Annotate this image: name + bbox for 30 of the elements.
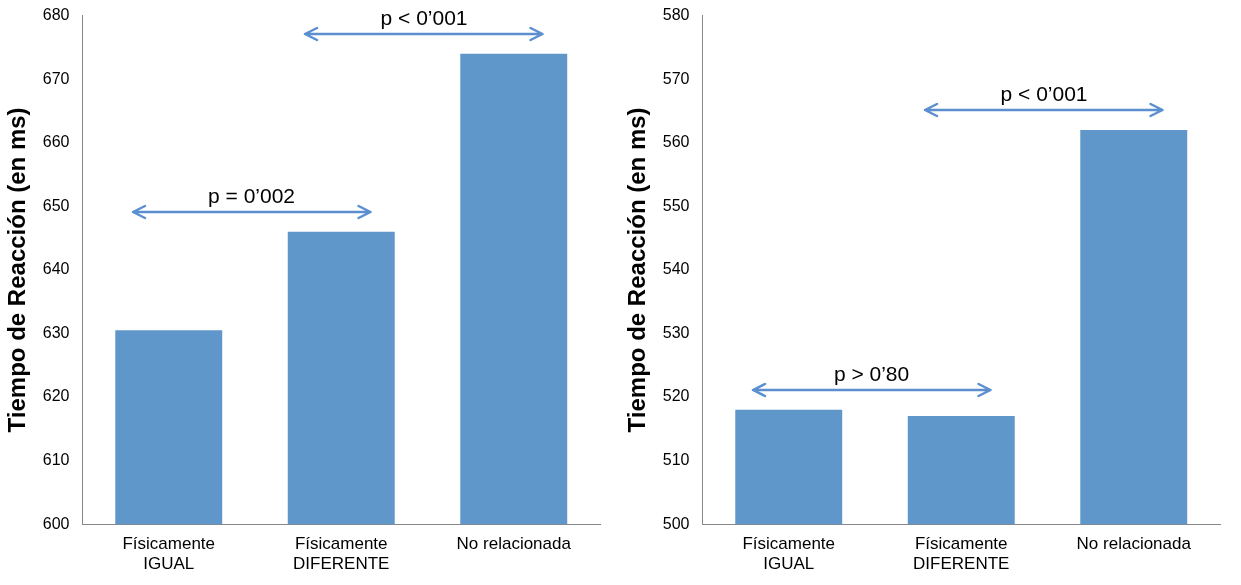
y-tick-label: 500: [662, 514, 690, 532]
y-tick-label: 530: [662, 323, 690, 341]
x-tick-label: Físicamente IGUAL: [742, 534, 836, 574]
annotation: p > 0’80: [833, 362, 910, 386]
annotation: p < 0’001: [1000, 82, 1088, 106]
y-tick-label: 550: [662, 196, 690, 214]
y-tick-label: 540: [662, 260, 690, 278]
y-tick-label: 660: [42, 133, 70, 151]
y-tick-label: 520: [662, 387, 690, 405]
y-tick-label: 570: [662, 69, 690, 87]
x-tick-label: Físicamente DIFERENTE: [293, 534, 390, 574]
y-tick-label: 610: [42, 451, 70, 469]
y-tick-label: 630: [42, 323, 70, 341]
y-axis-title: Tiempo de Reacción (en ms): [3, 107, 31, 433]
y-tick-label: 580: [662, 6, 690, 24]
y-tick-label: 680: [42, 6, 70, 24]
y-tick-label: 620: [42, 387, 70, 405]
y-tick-label: 640: [42, 260, 70, 278]
y-tick-label: 650: [42, 196, 70, 214]
x-tick-label: No relacionada: [1076, 534, 1192, 554]
x-tick-label: No relacionada: [456, 534, 572, 554]
annotation: p < 0’001: [380, 6, 468, 30]
y-tick-label: 510: [662, 451, 690, 469]
y-axis-title: Tiempo de Reacción (en ms): [623, 107, 651, 433]
x-tick-label: Físicamente DIFERENTE: [913, 534, 1010, 574]
x-tick-label: Físicamente IGUAL: [122, 534, 216, 574]
y-tick-label: 560: [662, 133, 690, 151]
y-tick-label: 600: [42, 514, 70, 532]
y-tick-label: 670: [42, 69, 70, 87]
annotation: p = 0’002: [208, 184, 296, 208]
